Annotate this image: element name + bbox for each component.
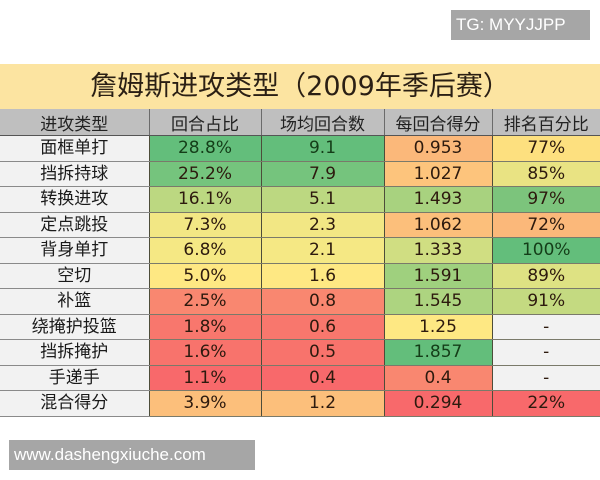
header-ppp: 每回合得分 xyxy=(383,109,492,136)
percentile-cell: - xyxy=(491,314,600,340)
watermark-url: www.dashengxiuche.com xyxy=(9,440,255,470)
type-cell: 转换进攻 xyxy=(0,186,149,213)
per-game-cell: 9.1 xyxy=(260,135,384,162)
offense-type-table: 进攻类型 回合占比 场均回合数 每回合得分 排名百分比 面框单打 28.8% 9.1… xyxy=(0,109,600,417)
percentile-cell: 72% xyxy=(491,212,600,238)
ppp-cell: 1.493 xyxy=(383,186,492,213)
ppp-cell: 0.953 xyxy=(383,135,492,162)
percentile-cell: 97% xyxy=(491,186,600,213)
table-row: 挡拆掩护 1.6% 0.5 1.857- xyxy=(0,339,600,366)
type-cell: 绕掩护投篮 xyxy=(0,314,149,340)
percentile-cell: 85% xyxy=(491,161,600,187)
share-cell: 5.0% xyxy=(148,263,261,289)
per-game-cell: 2.1 xyxy=(260,237,384,264)
type-cell: 混合得分 xyxy=(0,390,149,417)
type-cell: 补篮 xyxy=(0,288,149,315)
per-game-cell: 7.9 xyxy=(260,161,384,187)
table-title: 詹姆斯进攻类型（2009年季后赛） xyxy=(0,64,600,109)
share-cell: 1.8% xyxy=(148,314,261,340)
per-game-cell: 0.4 xyxy=(260,365,384,391)
ppp-cell: 0.4 xyxy=(383,365,492,391)
ppp-cell: 1.333 xyxy=(383,237,492,264)
percentile-cell: 89% xyxy=(491,263,600,289)
share-cell: 28.8% xyxy=(148,135,261,162)
percentile-cell: 100% xyxy=(491,237,600,264)
type-cell: 挡拆掩护 xyxy=(0,339,149,366)
table-row: 面框单打 28.8% 9.1 0.953 77% xyxy=(0,135,600,162)
type-cell: 面框单打 xyxy=(0,135,149,162)
stats-table-container: 詹姆斯进攻类型（2009年季后赛） 进攻类型 回合占比 场均回合数 每回合得分 … xyxy=(0,64,600,417)
header-share: 回合占比 xyxy=(148,109,261,136)
table-row: 混合得分 3.9% 1.2 0.294 22% xyxy=(0,390,600,417)
ppp-cell: 0.294 xyxy=(383,390,492,417)
share-cell: 25.2% xyxy=(148,161,261,187)
share-cell: 1.6% xyxy=(148,339,261,366)
per-game-cell: 1.2 xyxy=(260,390,384,417)
table-row: 绕掩护投篮 1.8% 0.6 1.25- xyxy=(0,314,600,340)
share-cell: 16.1% xyxy=(148,186,261,213)
ppp-cell: 1.857 xyxy=(383,339,492,366)
per-game-cell: 2.3 xyxy=(260,212,384,238)
table-row: 背身单打 6.8% 2.1 1.333 100% xyxy=(0,237,600,264)
header-type: 进攻类型 xyxy=(0,109,149,136)
share-cell: 1.1% xyxy=(148,365,261,391)
type-cell: 挡拆持球 xyxy=(0,161,149,187)
table-row: 挡拆持球 25.2% 7.9 1.027 85% xyxy=(0,161,600,187)
share-cell: 6.8% xyxy=(148,237,261,264)
per-game-cell: 0.8 xyxy=(260,288,384,315)
per-game-cell: 0.6 xyxy=(260,314,384,340)
header-per-game: 场均回合数 xyxy=(260,109,384,136)
ppp-cell: 1.545 xyxy=(383,288,492,315)
table-row: 转换进攻 16.1% 5.1 1.493 97% xyxy=(0,186,600,213)
watermark-tg: TG: MYYJJPP xyxy=(451,10,590,40)
table-row: 手递手 1.1% 0.4 0.4- xyxy=(0,365,600,391)
header-row: 进攻类型 回合占比 场均回合数 每回合得分 排名百分比 xyxy=(0,109,600,136)
per-game-cell: 0.5 xyxy=(260,339,384,366)
percentile-cell: 77% xyxy=(491,135,600,162)
per-game-cell: 1.6 xyxy=(260,263,384,289)
share-cell: 7.3% xyxy=(148,212,261,238)
ppp-cell: 1.591 xyxy=(383,263,492,289)
table-row: 补篮 2.5% 0.8 1.545 91% xyxy=(0,288,600,315)
table-row: 空切 5.0% 1.6 1.591 89% xyxy=(0,263,600,289)
per-game-cell: 5.1 xyxy=(260,186,384,213)
ppp-cell: 1.062 xyxy=(383,212,492,238)
type-cell: 空切 xyxy=(0,263,149,289)
ppp-cell: 1.25 xyxy=(383,314,492,340)
percentile-cell: - xyxy=(491,339,600,366)
type-cell: 定点跳投 xyxy=(0,212,149,238)
percentile-cell: 22% xyxy=(491,390,600,417)
percentile-cell: 91% xyxy=(491,288,600,315)
ppp-cell: 1.027 xyxy=(383,161,492,187)
type-cell: 背身单打 xyxy=(0,237,149,264)
share-cell: 2.5% xyxy=(148,288,261,315)
percentile-cell: - xyxy=(491,365,600,391)
header-percentile: 排名百分比 xyxy=(491,109,600,136)
type-cell: 手递手 xyxy=(0,365,149,391)
share-cell: 3.9% xyxy=(148,390,261,417)
table-row: 定点跳投 7.3% 2.3 1.062 72% xyxy=(0,212,600,238)
